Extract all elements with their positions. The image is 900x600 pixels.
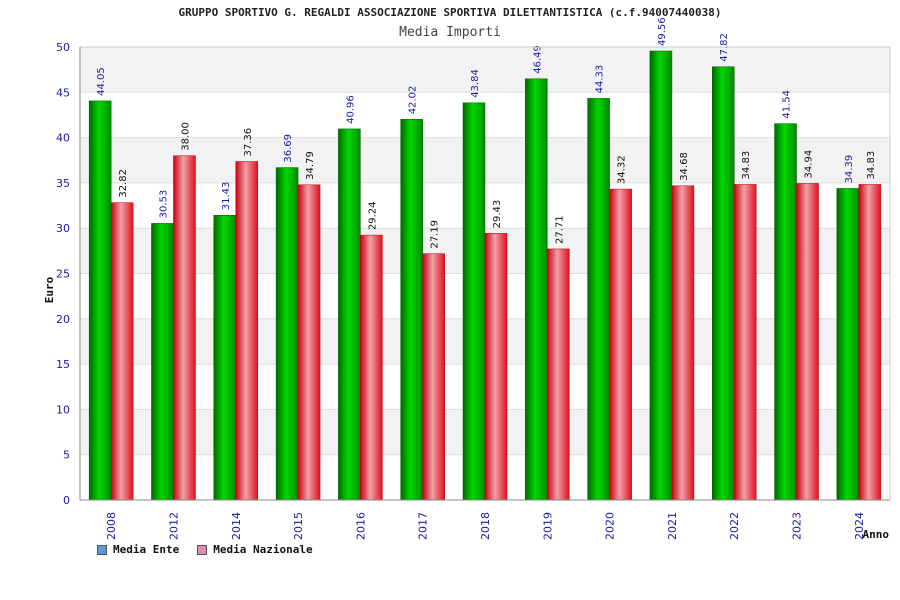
data-label: 32.82 bbox=[118, 169, 129, 198]
y-tick-label: 30 bbox=[56, 222, 70, 235]
data-label: 34.83 bbox=[741, 151, 752, 180]
x-tick-label: 2014 bbox=[230, 512, 243, 540]
data-label: 34.68 bbox=[679, 152, 690, 181]
data-label: 27.19 bbox=[430, 220, 441, 249]
x-tick-label: 2015 bbox=[292, 512, 305, 540]
bar-media-ente bbox=[88, 100, 112, 501]
bar-media-ente bbox=[525, 78, 548, 501]
bar-media-nazionale bbox=[858, 184, 882, 501]
x-tick-label: 2012 bbox=[167, 512, 180, 540]
y-tick-label: 20 bbox=[56, 313, 70, 326]
bar-media-ente bbox=[462, 102, 486, 501]
bar-media-nazionale bbox=[173, 155, 196, 501]
bar-media-nazionale bbox=[733, 184, 757, 501]
bar-media-nazionale bbox=[297, 184, 321, 501]
bar-media-ente bbox=[400, 119, 423, 501]
y-tick-label: 0 bbox=[63, 494, 70, 507]
bar-media-nazionale bbox=[422, 253, 445, 501]
y-tick-label: 50 bbox=[56, 41, 70, 54]
bar-media-ente bbox=[711, 66, 735, 501]
legend-swatch-ente bbox=[97, 544, 107, 555]
data-label: 37.36 bbox=[243, 128, 254, 157]
bar-media-ente bbox=[649, 50, 673, 501]
x-tick-label: 2019 bbox=[541, 512, 554, 540]
bar-media-ente bbox=[587, 98, 610, 501]
bar-media-nazionale bbox=[609, 188, 632, 501]
bar-media-nazionale bbox=[484, 233, 508, 501]
data-label: 44.33 bbox=[595, 65, 606, 94]
legend-item-nazionale: Media Nazionale bbox=[197, 543, 313, 556]
bar-media-nazionale bbox=[671, 185, 695, 501]
x-tick-label: 2017 bbox=[417, 512, 430, 540]
bar-media-ente bbox=[836, 188, 860, 501]
x-tick-label: 2022 bbox=[728, 512, 741, 540]
legend-item-ente: Media Ente bbox=[97, 543, 179, 556]
data-label: 29.24 bbox=[367, 201, 378, 230]
bar-media-nazionale bbox=[796, 183, 819, 501]
data-label: 34.32 bbox=[617, 155, 628, 184]
data-label: 27.71 bbox=[554, 215, 565, 244]
x-tick-label: 2020 bbox=[604, 512, 617, 540]
data-label: 36.69 bbox=[283, 134, 294, 163]
x-tick-label: 2024 bbox=[853, 512, 866, 540]
y-tick-label: 5 bbox=[63, 449, 70, 462]
legend-label-ente: Media Ente bbox=[113, 543, 180, 556]
bar-media-ente bbox=[151, 223, 174, 501]
bar-media-ente bbox=[213, 214, 237, 501]
data-label: 42.02 bbox=[408, 86, 419, 115]
data-label: 31.43 bbox=[221, 182, 232, 211]
bar-media-ente bbox=[275, 167, 299, 501]
y-tick-label: 40 bbox=[56, 132, 70, 145]
bar-media-nazionale bbox=[547, 248, 570, 501]
data-label: 49.56 bbox=[657, 17, 668, 46]
legend-label-nazionale: Media Nazionale bbox=[213, 543, 313, 556]
grid-band bbox=[80, 47, 890, 93]
bar-media-ente bbox=[774, 123, 797, 501]
data-label: 30.53 bbox=[158, 190, 169, 219]
bar-media-nazionale bbox=[235, 161, 259, 501]
data-label: 40.96 bbox=[345, 95, 356, 124]
x-tick-label: 2016 bbox=[354, 512, 367, 540]
data-label: 38.00 bbox=[180, 122, 191, 151]
y-tick-label: 45 bbox=[56, 86, 70, 99]
y-tick-label: 10 bbox=[56, 403, 70, 416]
legend-swatch-nazionale bbox=[197, 544, 208, 555]
x-axis-title: Anno bbox=[863, 528, 890, 541]
data-label: 41.54 bbox=[782, 90, 793, 119]
y-tick-label: 15 bbox=[56, 358, 70, 371]
x-tick-label: 2018 bbox=[479, 512, 492, 540]
bar-media-nazionale bbox=[360, 234, 383, 501]
data-label: 29.43 bbox=[492, 200, 503, 229]
bar-media-nazionale bbox=[110, 202, 134, 501]
data-label: 34.39 bbox=[844, 155, 855, 184]
y-axis-title: Euro bbox=[43, 276, 56, 303]
y-tick-label: 35 bbox=[56, 177, 70, 190]
data-label: 34.94 bbox=[804, 150, 815, 179]
chart-title: GRUPPO SPORTIVO G. REGALDI ASSOCIAZIONE … bbox=[178, 6, 722, 19]
chart-subtitle: Media Importi bbox=[399, 25, 501, 40]
x-tick-label: 2008 bbox=[105, 512, 118, 540]
bar-media-ente bbox=[338, 128, 361, 501]
y-tick-label: 25 bbox=[56, 268, 70, 281]
x-tick-label: 2021 bbox=[666, 512, 679, 540]
data-label: 44.05 bbox=[96, 67, 107, 96]
data-label: 46.49 bbox=[532, 45, 543, 74]
data-label: 43.84 bbox=[470, 69, 481, 98]
legend: Media Ente Media Nazionale bbox=[97, 543, 313, 556]
x-tick-label: 2023 bbox=[791, 512, 804, 540]
data-label: 34.79 bbox=[305, 151, 316, 180]
data-label: 34.83 bbox=[866, 151, 877, 180]
